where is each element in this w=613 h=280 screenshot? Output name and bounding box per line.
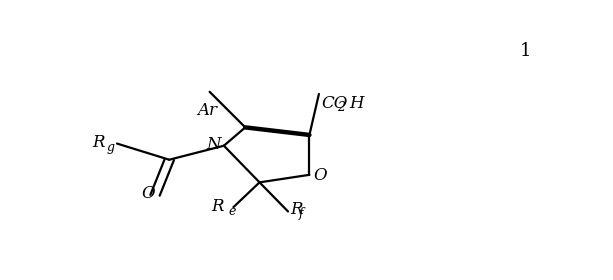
Text: 2: 2 (337, 101, 345, 115)
Text: 1: 1 (520, 42, 531, 60)
Text: Ar: Ar (197, 102, 217, 118)
Text: g: g (107, 141, 115, 154)
Text: R: R (211, 198, 224, 214)
Text: CO: CO (321, 95, 348, 112)
Text: H: H (349, 95, 364, 112)
Text: O: O (141, 185, 154, 202)
Text: O: O (313, 167, 327, 185)
Text: N: N (206, 136, 221, 153)
Text: R: R (93, 134, 105, 151)
Text: e: e (229, 204, 236, 218)
Text: R: R (291, 201, 303, 218)
Text: f: f (299, 207, 303, 220)
